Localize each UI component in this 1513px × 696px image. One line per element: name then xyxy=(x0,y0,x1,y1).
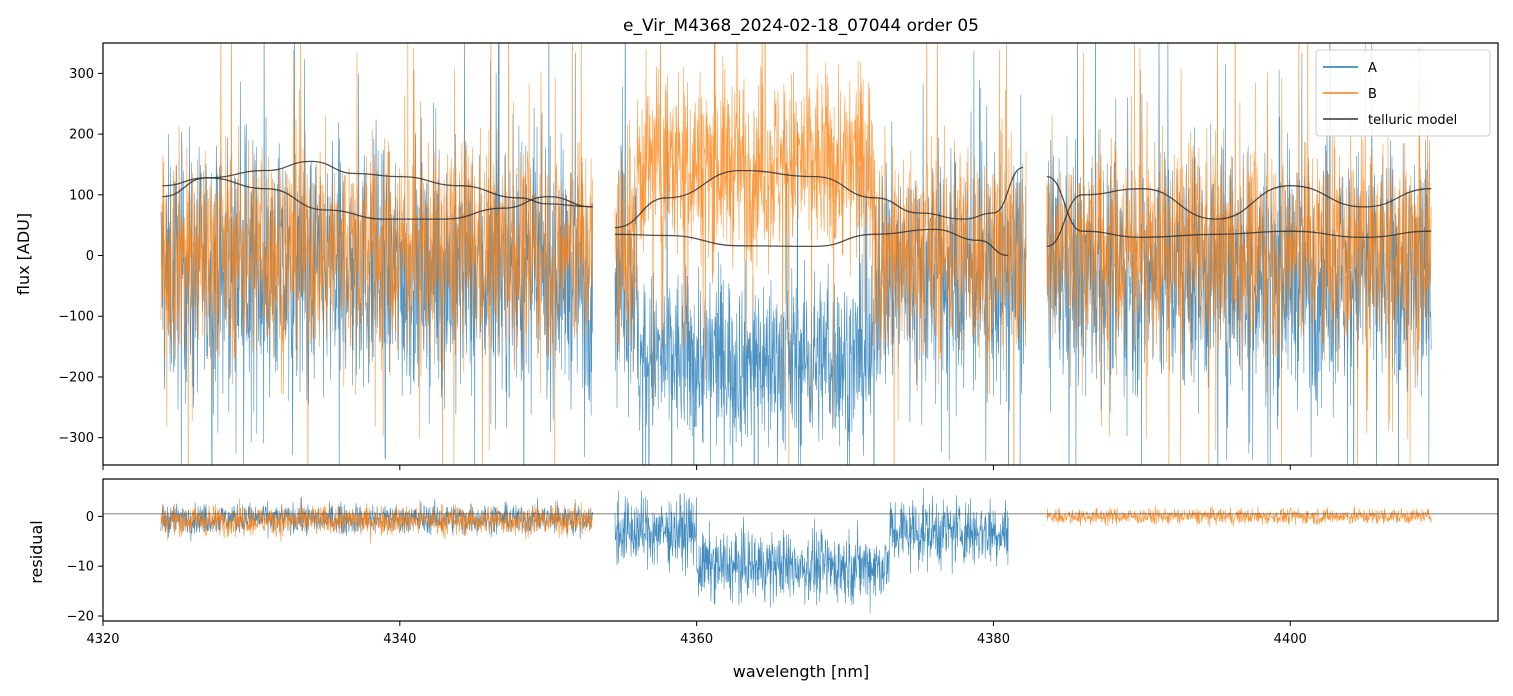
residual-panel-frame xyxy=(102,478,1499,622)
x-tick-label: 4340 xyxy=(383,632,416,647)
y-tick-label: 300 xyxy=(69,67,94,82)
y-tick-label: −10 xyxy=(67,560,94,575)
y-tick-label: 0 xyxy=(86,249,94,264)
flux-y-ticks: −300 −200 −100 0 100 200 300 xyxy=(58,67,103,446)
y-tick-label: −100 xyxy=(58,310,94,325)
residual-series-a-segment-2 xyxy=(614,487,1009,614)
y-tick-label: −300 xyxy=(58,431,94,446)
telluric-model-curve-3 xyxy=(614,166,1024,229)
residual-y-ticks: −20 −10 0 xyxy=(67,510,103,625)
flux-series-b-segment-3 xyxy=(1046,43,1432,465)
residual-series-b-segment-2 xyxy=(1046,505,1432,528)
x-tick-label: 4380 xyxy=(977,632,1010,647)
flux-ylabel: flux [ADU] xyxy=(14,213,33,295)
y-tick-label: −20 xyxy=(67,610,94,625)
telluric-model-curve-1 xyxy=(162,160,593,208)
chart-title: e_Vir_M4368_2024-02-18_07044 order 05 xyxy=(623,16,979,36)
legend-label-a: A xyxy=(1368,61,1377,76)
flux-panel xyxy=(160,43,1432,465)
legend: A B telluric model xyxy=(1315,49,1491,137)
y-tick-label: 200 xyxy=(69,128,94,143)
flux-series-a-segment-3 xyxy=(1046,43,1432,465)
legend-box xyxy=(1315,49,1491,137)
x-axis-label: wavelength [nm] xyxy=(733,662,870,681)
flux-series-b-segment-2 xyxy=(614,43,1027,465)
residual-panel xyxy=(103,487,1498,614)
y-tick-label: −200 xyxy=(58,370,94,385)
residual-x-ticks: 4320 4340 4360 4380 4400 xyxy=(86,621,1307,647)
y-tick-label: 100 xyxy=(69,188,94,203)
x-tick-label: 4320 xyxy=(86,632,119,647)
flux-series-a-segment-2 xyxy=(614,43,1027,465)
telluric-model-curve-4 xyxy=(614,228,1009,257)
flux-series-b-segment-1 xyxy=(160,43,593,465)
telluric-model-curve-2 xyxy=(162,177,593,220)
x-tick-label: 4360 xyxy=(680,632,713,647)
legend-label-b: B xyxy=(1368,87,1377,102)
residual-series-b-segment-1 xyxy=(160,497,593,544)
telluric-model-curve-6 xyxy=(1046,185,1432,248)
residual-series-a-segment-1 xyxy=(160,496,593,542)
y-tick-label: 0 xyxy=(86,510,94,525)
residual-ylabel: residual xyxy=(27,520,46,583)
flux-x-ticks xyxy=(102,465,1291,470)
flux-panel-frame xyxy=(102,42,1499,466)
x-tick-label: 4400 xyxy=(1274,632,1307,647)
legend-label-telluric: telluric model xyxy=(1368,113,1457,128)
telluric-model-curve-5 xyxy=(1046,175,1432,238)
